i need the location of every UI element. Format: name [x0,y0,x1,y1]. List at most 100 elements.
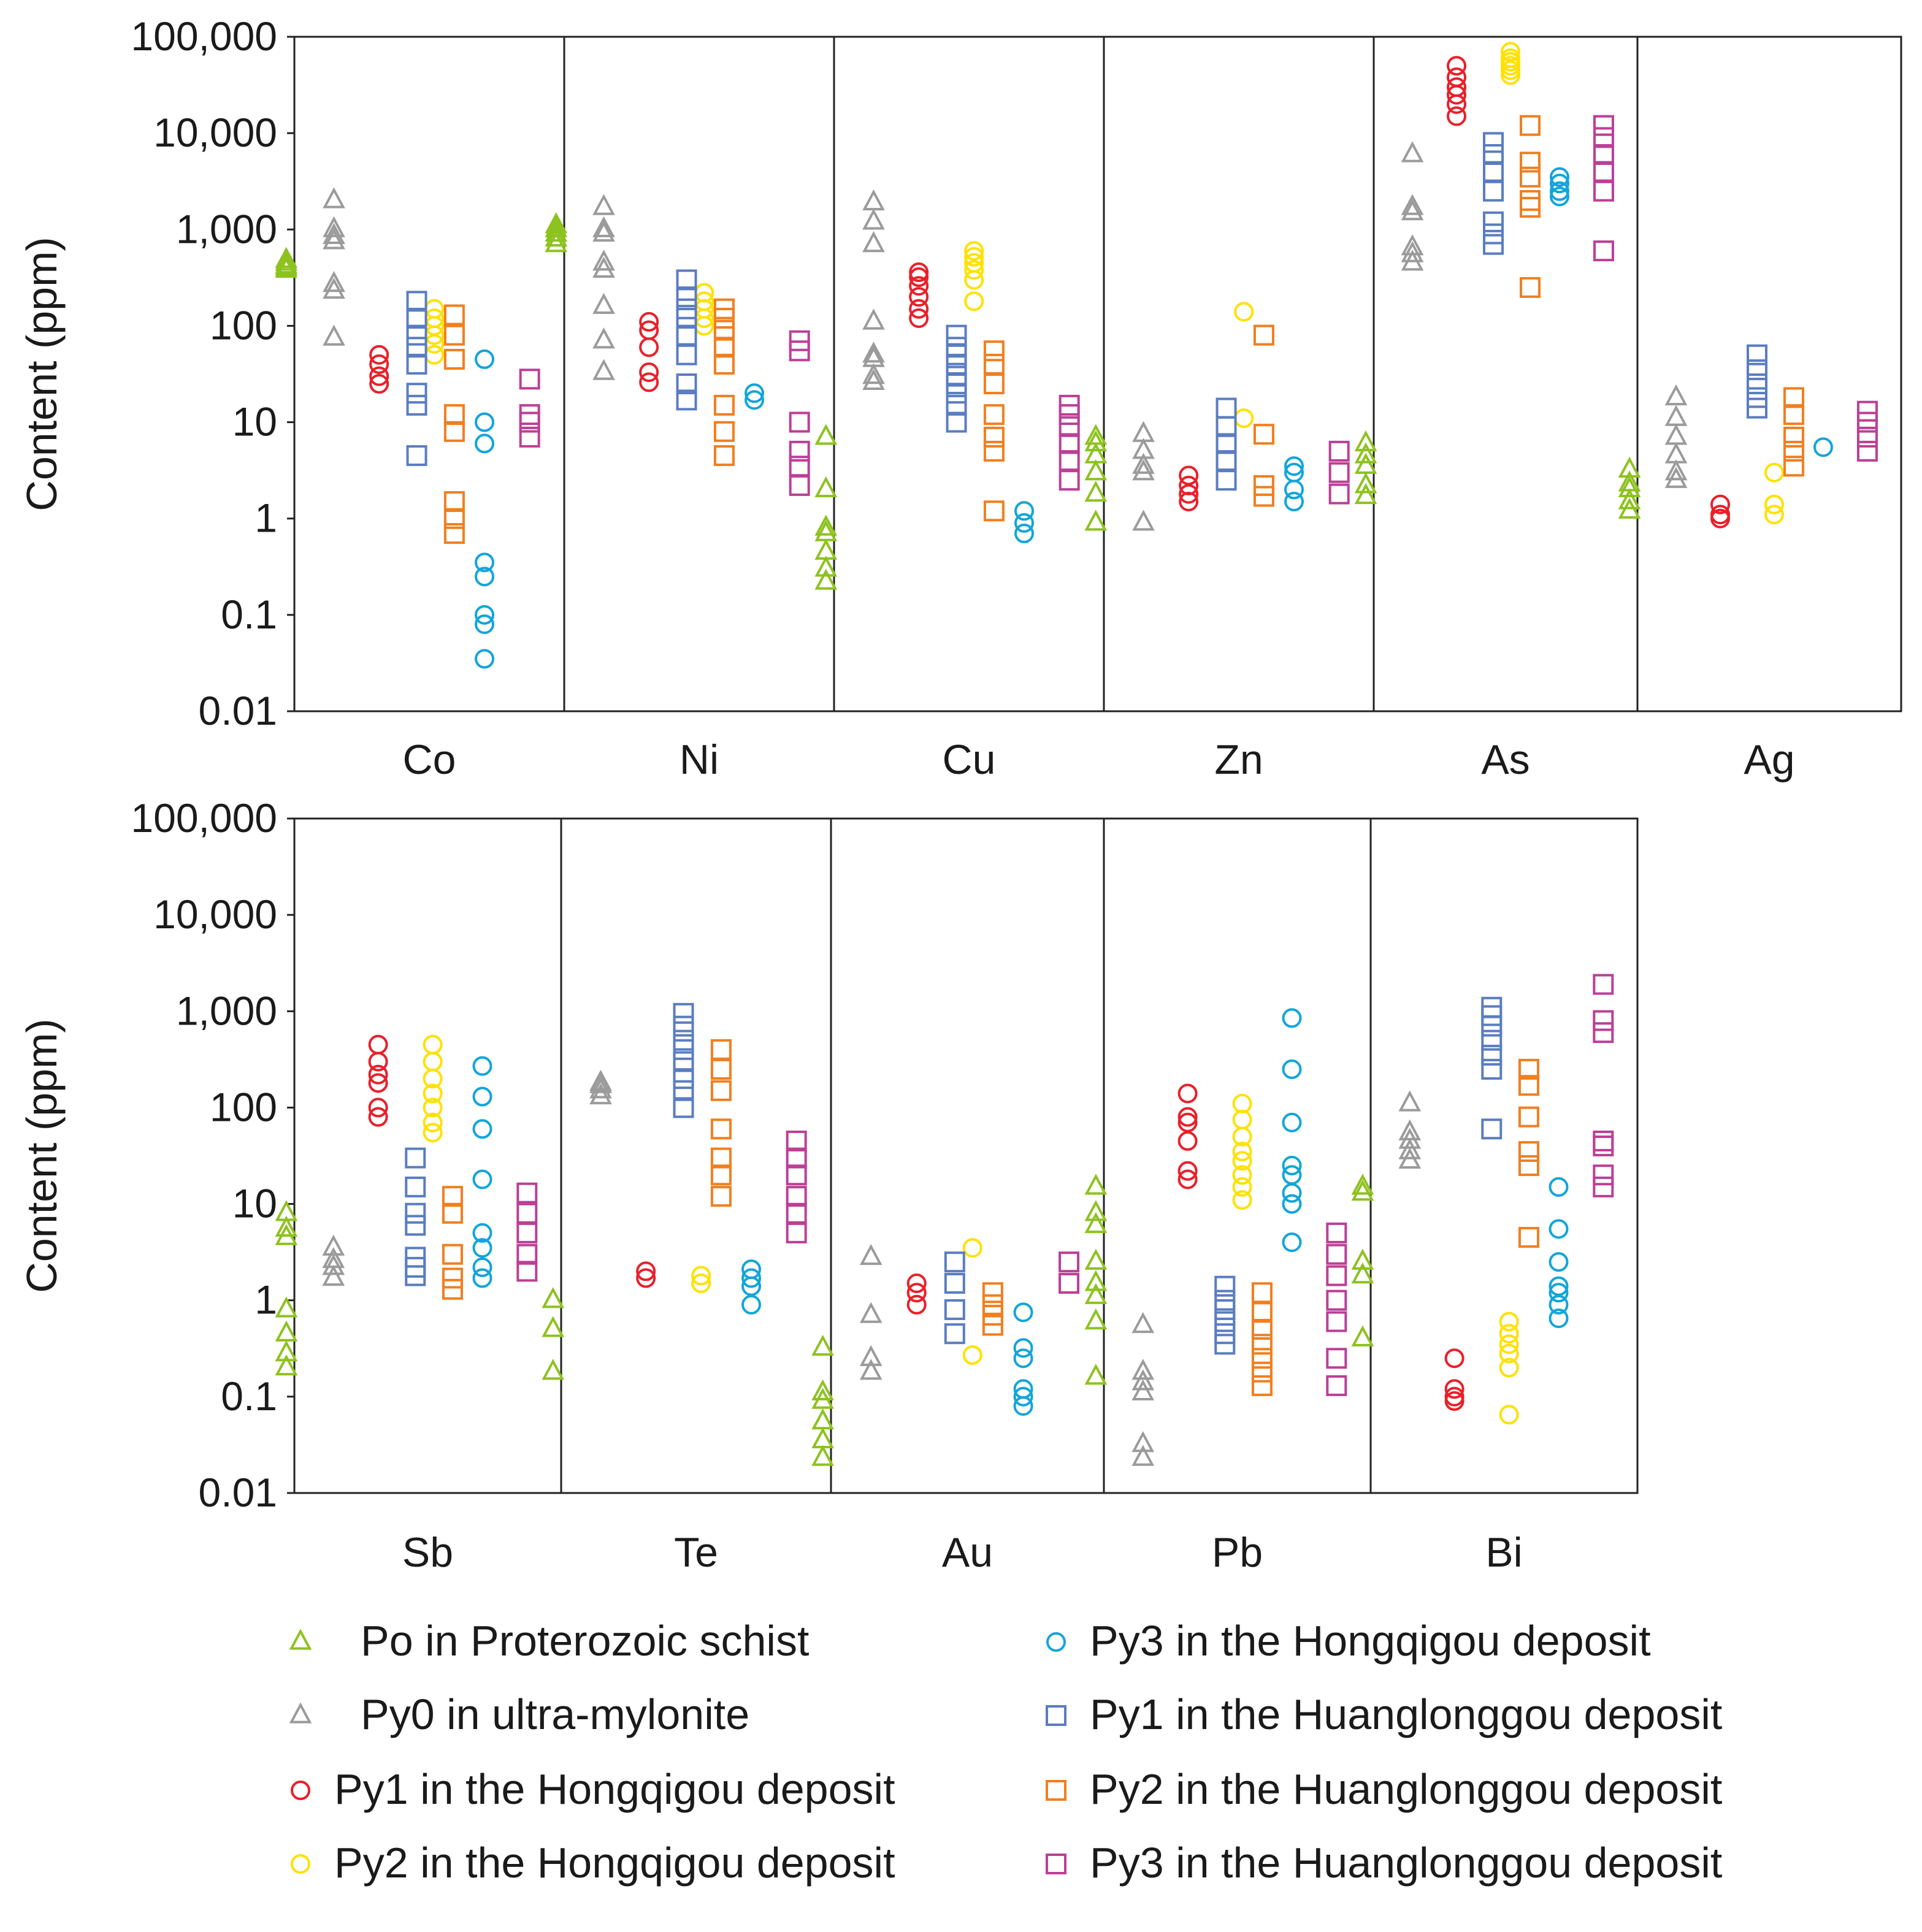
data-point [814,424,838,445]
data-point [859,1302,883,1323]
data-point [1282,1165,1302,1185]
y-tick-label: 0.1 [221,592,277,637]
data-point [516,1202,538,1224]
data-point [1593,161,1614,182]
data-point [1131,1312,1155,1334]
data-point [676,298,697,319]
data-point [1282,1183,1302,1203]
data-point [1518,1075,1539,1096]
data-point [745,383,765,403]
data-point [741,1259,762,1280]
data-point [814,476,838,498]
data-point [472,1223,492,1243]
data-point [322,1247,345,1269]
data-point [1500,42,1520,62]
data-point [1856,440,1878,462]
data-point [946,394,967,416]
data-point [713,394,735,416]
data-point [323,216,345,237]
data-point [423,1052,443,1072]
data-point [906,1273,927,1294]
data-point [946,337,967,358]
data-point [745,390,765,410]
data-point [1783,456,1804,477]
data-point [713,298,735,319]
data-point [639,362,659,383]
data-point [1351,1180,1374,1201]
y-axis-title: Content (ppm) [18,237,66,511]
data-point [592,292,615,314]
data-point [1232,1177,1252,1197]
data-point [983,373,1005,395]
data-point [786,1186,807,1207]
data-point [1251,1361,1273,1383]
data-point [1549,1177,1569,1197]
y-tick-label: 1 [255,495,277,541]
data-point [710,1147,732,1169]
data-point [1253,424,1274,445]
data-point [1084,1270,1108,1291]
data-point [443,523,465,544]
data-point [275,1320,298,1342]
data-point [592,359,615,380]
data-point [1747,373,1768,395]
data-point [1131,1369,1155,1391]
data-point [1132,438,1155,459]
data-point [1593,1010,1614,1031]
data-point [1549,1294,1569,1315]
data-point [786,1202,807,1224]
data-point [944,1273,965,1294]
data-point [983,353,1005,375]
data-point [741,1268,762,1288]
data-point [1664,442,1688,464]
y-tick-label: 1,000 [176,206,277,251]
data-point [1499,1405,1519,1425]
category-label: Ag [1744,736,1794,783]
data-point [1444,1379,1464,1399]
data-point [443,491,465,513]
legend-label: Py2 in the Huanglonggou deposit [1090,1765,1722,1813]
data-point [1499,1357,1519,1378]
data-point [275,246,298,269]
data-point [862,342,885,363]
data-point [862,189,885,211]
data-point [1481,1044,1503,1066]
data-point [673,1002,694,1024]
data-point [1214,1275,1236,1297]
data-point [1447,67,1467,88]
y-axis-title: Content (ppm) [18,1018,66,1292]
data-point [673,1015,694,1037]
data-point [1549,181,1569,201]
data-point [906,1283,927,1303]
data-point [1354,483,1377,505]
data-point [673,1068,694,1090]
data-point [1284,479,1304,500]
data-point [1284,492,1304,512]
y-tick-label: 1,000 [176,988,277,1033]
data-point [983,426,1005,448]
data-point [1519,166,1541,188]
legend-label: Po in Proterozoic schist [361,1617,809,1665]
data-point [1618,456,1641,478]
data-point [1593,240,1614,262]
data-point [1084,1283,1108,1304]
data-point [405,1247,426,1268]
legend-marker [1046,1632,1066,1652]
data-point [983,340,1005,362]
data-point [472,1257,492,1277]
data-point [1519,189,1541,211]
data-point [811,1408,834,1430]
data-point [983,440,1005,462]
data-point [1013,1302,1033,1323]
data-point [1351,1262,1374,1284]
data-point [814,520,838,541]
data-point [406,307,427,329]
category-label: As [1481,736,1530,783]
data-point [1518,1227,1539,1248]
data-point [789,330,810,351]
data-point [1084,1364,1108,1385]
data-point [1549,1308,1569,1329]
data-point [1354,442,1377,464]
data-point [406,337,427,358]
data-point [1214,1311,1236,1332]
